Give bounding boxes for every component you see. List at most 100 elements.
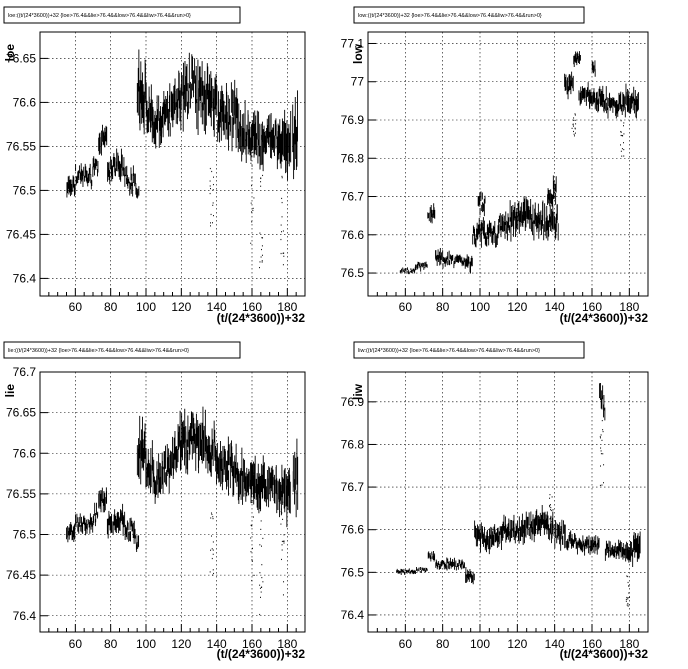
data-cluster-5 [124,517,136,544]
data-dip-3 [209,512,215,576]
x-axis-label: (t/(24*3600))+32 [560,311,649,325]
x-tick-label: 140 [545,637,565,651]
chart-title: liw:((t/(24*3600))+32 {loe>76.4&&lie>76.… [358,348,540,354]
data-dip-0 [250,121,255,244]
y-tick-label: 76.4 [13,271,37,285]
data-series [396,383,641,607]
data-cluster-1 [75,163,94,190]
x-tick-label: 100 [470,637,490,651]
data-cluster-16 [573,51,581,67]
data-cluster-10 [163,83,171,137]
data-dip-1 [259,174,264,269]
x-tick-label: 80 [104,300,118,314]
data-cluster-17 [227,79,239,152]
y-tick-label: 76.7 [341,480,365,494]
x-tick-label: 120 [507,300,527,314]
x-axis-label: (t/(24*3600))+32 [217,647,306,661]
data-cluster-5 [124,165,136,197]
chart-panel-lie: lie:((t/(24*3600))+32 {loe>76.4&&lie>76.… [3,341,306,661]
data-cluster-17 [588,535,600,555]
y-tick-label: 76.6 [341,228,365,242]
data-cluster-3 [435,559,447,570]
plot-frame [39,371,306,633]
data-cluster-12 [532,200,544,241]
data-cluster-19 [244,100,256,164]
y-tick-label: 76.5 [341,266,365,280]
x-tick-label: 80 [104,637,118,651]
chart-title-box [353,6,585,24]
y-tick-label: 76.6 [13,446,37,460]
y-tick-label: 76.6 [341,523,365,537]
data-cluster-8 [145,440,154,494]
data-cluster-8 [491,524,503,550]
y-tick-label: 76.6 [13,95,37,109]
data-cluster-6 [472,217,481,248]
data-cluster-12 [535,505,548,537]
chart-panel-loe: loe:((t/(24*3600))+32 {loe>76.4&&lie>76.… [3,6,306,325]
data-cluster-4 [107,148,125,185]
data-cluster-4 [446,557,465,571]
data-cluster-7 [479,522,492,555]
data-cluster-2 [92,502,99,527]
chart-title: lie:((t/(24*3600))+32 {loe>76.4&&lie>76.… [8,348,189,354]
data-dip-2 [280,501,285,596]
plot-frame [367,31,649,297]
data-cluster-24 [292,438,299,518]
data-cluster-10 [163,443,171,494]
data-cluster-21 [266,113,277,159]
plot-frame [39,31,306,297]
y-axis-label: low [351,43,365,64]
x-tick-label: 160 [242,300,262,314]
y-tick-label: 76.4 [341,608,365,622]
x-tick-label: 120 [171,300,191,314]
data-cluster-1 [414,566,428,574]
data-cluster-0 [399,267,416,275]
data-cluster-19 [244,455,256,505]
data-series [66,406,299,616]
chart-panel-low: low:((t/(24*3600))+32 {loe>76.4&&lie>76.… [341,6,649,325]
x-tick-label: 180 [619,637,639,651]
data-cluster-0 [66,175,76,198]
data-cluster-1 [75,513,94,536]
data-cluster-9 [152,95,164,149]
data-cluster-13 [187,52,196,113]
data-dip-3 [209,167,214,227]
y-tick-label: 76.45 [6,227,36,241]
data-cluster-14 [554,519,566,551]
data-dip-2 [280,159,285,266]
data-dip-1 [259,520,264,616]
data-cluster-14 [195,406,207,474]
x-tick-label: 80 [436,300,450,314]
data-cluster-20 [614,539,626,560]
y-tick-label: 76.5 [13,528,37,542]
x-tick-label: 60 [399,637,413,651]
data-cluster-11 [521,196,533,232]
data-cluster-24 [292,90,298,180]
chart-title: low:((t/(24*3600))+32 {loe>76.4&&lie>76.… [358,13,542,19]
y-tick-label: 76.55 [6,487,36,501]
y-tick-label: 77.1 [341,36,365,50]
data-dip-0 [620,120,625,157]
data-cluster-11 [524,511,537,543]
y-tick-label: 76.45 [6,568,36,582]
data-cluster-15 [565,530,578,551]
y-tick-label: 76.65 [6,51,36,65]
data-cluster-20 [255,110,267,172]
y-tick-label: 76.9 [341,113,365,127]
x-tick-label: 60 [69,637,83,651]
data-cluster-18 [237,103,246,162]
data-cluster-4 [106,503,126,539]
chart-panel-liw: liw:((t/(24*3600))+32 {loe>76.4&&lie>76.… [341,341,649,661]
data-cluster-9 [498,211,511,241]
data-cluster-2 [427,203,436,224]
y-tick-label: 77 [351,75,365,89]
data-cluster-0 [396,568,415,576]
chart-title-box [353,341,585,359]
x-tick-label: 160 [582,637,602,651]
data-cluster-6 [135,535,140,552]
data-cluster-19 [597,85,608,114]
x-tick-label: 140 [207,637,227,651]
x-tick-label: 100 [136,300,156,314]
data-cluster-16 [216,83,228,143]
